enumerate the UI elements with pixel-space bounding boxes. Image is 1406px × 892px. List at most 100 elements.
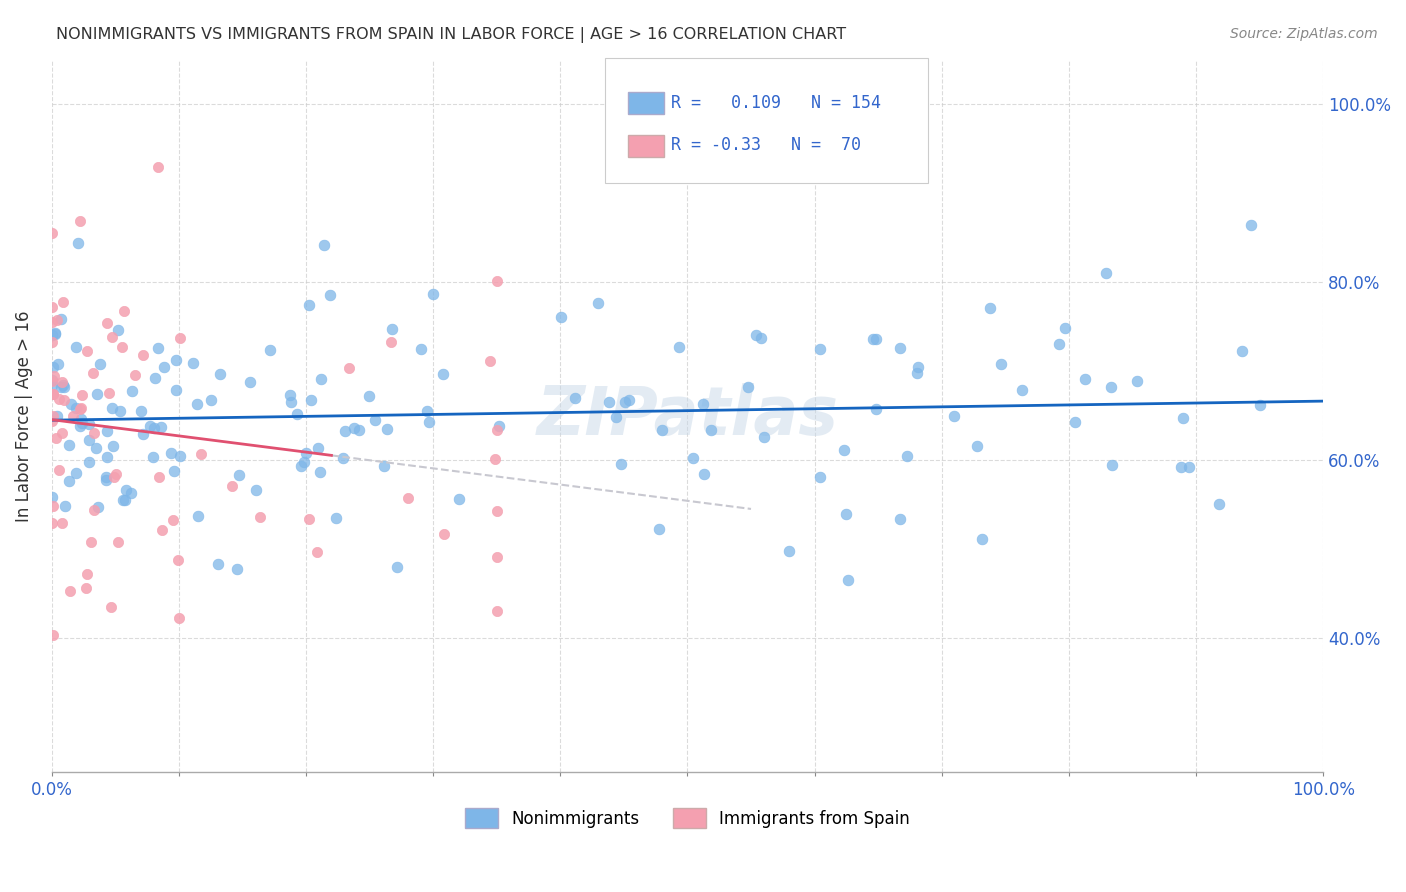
Point [167, 553, 190, 567]
Point [110, 404, 132, 418]
Point [48, 392, 70, 406]
Point [165, 353, 187, 368]
Point [181, 356, 204, 370]
Point [83, 425, 105, 440]
Point [418, 415, 440, 429]
Point [77, 455, 100, 469]
Point [837, 573, 859, 587]
Point [131, 427, 153, 442]
Point [737, 379, 759, 393]
Point [359, 389, 381, 403]
Point [46, 357, 69, 371]
Point [228, 467, 250, 482]
Point [613, 395, 636, 409]
Point [44, 369, 66, 384]
Point [1171, 410, 1194, 425]
Point [449, 491, 471, 506]
Point [114, 493, 136, 508]
Point [905, 366, 928, 380]
Point [907, 359, 929, 374]
Point [103, 470, 125, 484]
Point [1170, 459, 1192, 474]
Point [150, 523, 173, 537]
Point [1099, 379, 1122, 393]
Point [139, 418, 162, 433]
Point [84, 441, 107, 455]
Point [1064, 415, 1087, 429]
Point [298, 512, 321, 526]
Point [314, 238, 336, 252]
Point [45, 431, 67, 445]
Point [339, 361, 361, 376]
Point [132, 348, 155, 362]
Point [832, 443, 855, 458]
Point [51, 375, 73, 389]
Point [52, 392, 75, 407]
Point [186, 397, 208, 411]
Point [51, 311, 73, 326]
Point [82, 366, 104, 380]
Point [76, 343, 98, 358]
Point [89, 357, 111, 371]
Point [120, 486, 142, 500]
Point [41, 386, 63, 401]
Point [422, 287, 444, 301]
Point [692, 397, 714, 411]
Point [86, 500, 108, 515]
Point [1208, 497, 1230, 511]
Point [41, 334, 63, 349]
Point [298, 298, 321, 312]
Point [143, 421, 166, 435]
Point [58, 438, 80, 452]
Point [167, 611, 190, 625]
Point [865, 401, 887, 416]
Point [111, 341, 134, 355]
Point [107, 323, 129, 337]
Point [209, 367, 232, 381]
Point [121, 384, 143, 398]
Point [1249, 398, 1271, 412]
Point [586, 296, 609, 310]
Point [1047, 336, 1070, 351]
Point [278, 388, 301, 402]
Point [221, 479, 243, 493]
Point [966, 439, 988, 453]
Point [41, 360, 63, 375]
Point [187, 508, 209, 523]
Point [41, 315, 63, 329]
Point [146, 161, 169, 175]
Point [433, 526, 456, 541]
Point [485, 504, 508, 518]
Point [409, 342, 432, 356]
Point [62, 409, 84, 423]
Point [165, 383, 187, 397]
Point [862, 332, 884, 346]
Point [309, 465, 332, 479]
Point [72, 388, 94, 402]
Point [142, 450, 165, 465]
Point [59, 583, 82, 598]
Point [98, 386, 121, 401]
Point [149, 419, 172, 434]
Point [200, 393, 222, 408]
Point [285, 407, 308, 421]
Point [44, 326, 66, 341]
Point [51, 379, 73, 393]
Point [692, 467, 714, 481]
Point [396, 491, 419, 505]
Point [51, 516, 73, 530]
Point [52, 295, 75, 310]
Point [41, 375, 63, 389]
Point [101, 439, 124, 453]
Point [380, 334, 402, 349]
Point [163, 464, 186, 478]
Point [41, 490, 63, 504]
Point [416, 403, 439, 417]
Point [69, 213, 91, 227]
Point [79, 535, 101, 549]
Point [749, 331, 772, 345]
Point [1011, 383, 1033, 397]
Point [124, 368, 146, 383]
Point [808, 342, 831, 356]
Point [44, 326, 66, 340]
